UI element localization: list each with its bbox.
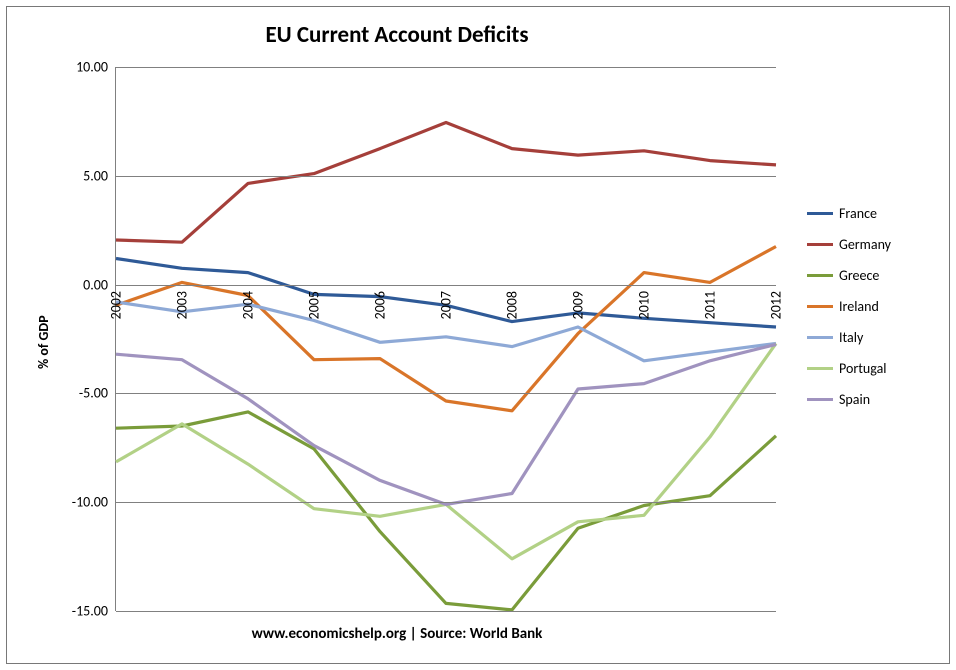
legend-label: Portugal xyxy=(839,360,887,377)
y-axis-label: % of GDP xyxy=(35,315,52,369)
y-tick-label: -10.00 xyxy=(72,494,108,511)
legend-item-greece: Greece xyxy=(807,267,891,284)
y-tick-label: 5.00 xyxy=(83,167,108,184)
legend-label: Germany xyxy=(839,236,891,253)
series-line-greece xyxy=(116,412,776,610)
legend-item-spain: Spain xyxy=(807,391,891,408)
x-tick-label: 2011 xyxy=(702,291,719,319)
legend-swatch xyxy=(807,336,833,339)
legend-item-portugal: Portugal xyxy=(807,360,891,377)
gridline xyxy=(116,67,776,68)
gridline xyxy=(116,393,776,394)
series-line-portugal xyxy=(116,343,776,558)
x-tick-label: 2005 xyxy=(306,291,323,319)
legend-label: Greece xyxy=(839,267,879,284)
legend-swatch xyxy=(807,212,833,215)
legend-label: Italy xyxy=(839,329,863,346)
x-tick-label: 2004 xyxy=(240,291,257,319)
gridline xyxy=(116,611,776,612)
chart-frame: EU Current Account Deficits % of GDP -15… xyxy=(6,6,950,664)
gridline xyxy=(116,176,776,177)
legend-item-germany: Germany xyxy=(807,236,891,253)
legend-swatch xyxy=(807,398,833,401)
chart-title: EU Current Account Deficits xyxy=(7,21,787,49)
y-tick-label: 0.00 xyxy=(83,276,108,293)
x-tick-label: 2008 xyxy=(504,291,521,319)
y-tick-label: 10.00 xyxy=(76,59,108,76)
x-tick-label: 2010 xyxy=(636,291,653,319)
x-tick-label: 2006 xyxy=(372,291,389,319)
series-line-spain xyxy=(116,344,776,504)
legend-swatch xyxy=(807,367,833,370)
gridline xyxy=(116,502,776,503)
x-tick-label: 2012 xyxy=(768,291,785,319)
legend-label: France xyxy=(839,205,877,222)
y-tick-label: -15.00 xyxy=(72,603,108,620)
line-series-svg xyxy=(116,67,776,611)
legend-item-italy: Italy xyxy=(807,329,891,346)
legend: France Germany Greece Ireland Italy Portugal S… xyxy=(807,205,891,422)
legend-label: Ireland xyxy=(839,298,879,315)
series-line-germany xyxy=(116,123,776,243)
legend-label: Spain xyxy=(839,391,870,408)
x-tick-label: 2003 xyxy=(174,291,191,319)
legend-swatch xyxy=(807,305,833,308)
y-tick-label: -5.00 xyxy=(79,385,108,402)
legend-swatch xyxy=(807,274,833,277)
x-tick-label: 2007 xyxy=(438,291,455,319)
legend-swatch xyxy=(807,243,833,246)
chart-footer: www.economicshelp.org | Source: World Ba… xyxy=(7,625,787,643)
x-tick-label: 2009 xyxy=(570,291,587,319)
legend-item-ireland: Ireland xyxy=(807,298,891,315)
plot-area: -15.00-10.00-5.000.005.0010.002002200320… xyxy=(115,67,776,611)
x-tick-label: 2002 xyxy=(108,291,125,319)
gridline xyxy=(116,285,776,286)
legend-item-france: France xyxy=(807,205,891,222)
